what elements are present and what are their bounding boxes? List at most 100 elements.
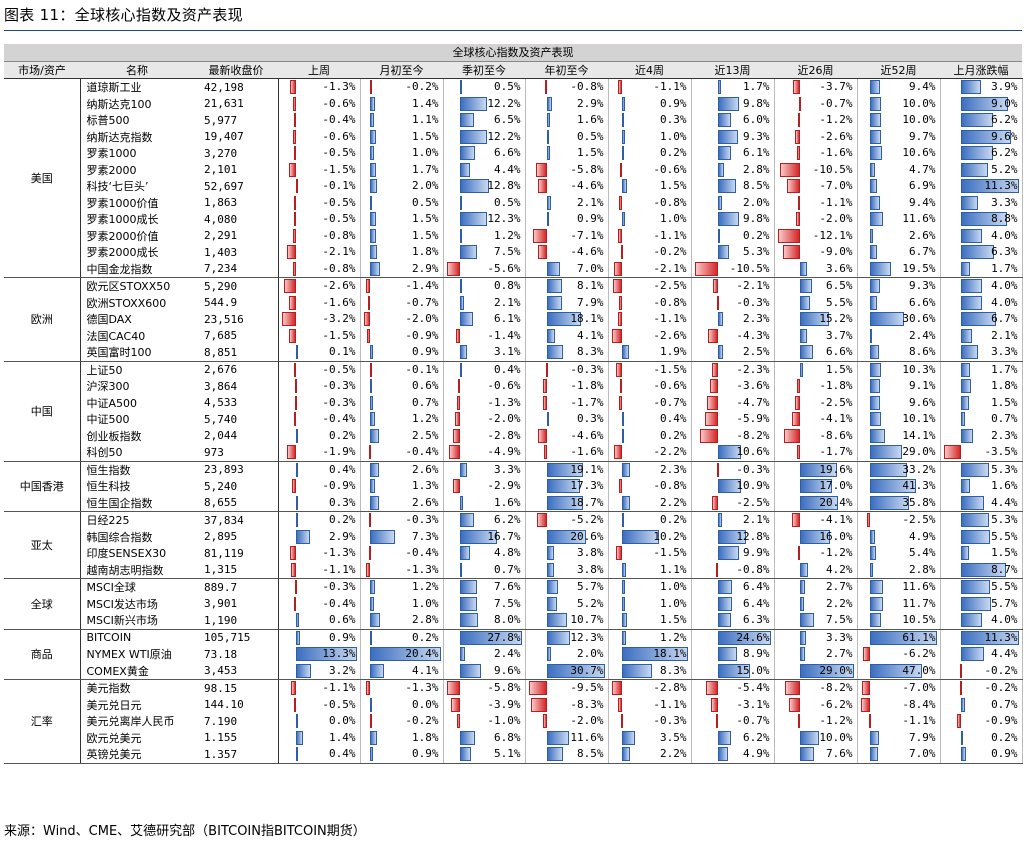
value-label: 12.8% xyxy=(736,529,770,543)
performance-cell: -0.6% xyxy=(278,128,361,145)
positive-bar xyxy=(717,345,723,359)
table-row: 中证500 5,740 -0.4% 1.2% -2.0% 0.3% 0.4% -5.9% -4.… xyxy=(4,411,1023,428)
performance-cell: 7.0% xyxy=(525,260,609,278)
asset-name: 中证A500 xyxy=(86,396,138,410)
performance-cell: -1.1% xyxy=(608,696,692,713)
market-label: 全球 xyxy=(4,578,81,630)
value-label: 2.6% xyxy=(412,495,439,509)
positive-bar xyxy=(800,730,819,745)
value-label: 10.9% xyxy=(736,479,770,492)
negative-bar xyxy=(716,462,719,477)
value-label: -8.2% xyxy=(819,681,853,694)
value-label: 19.6% xyxy=(819,462,853,476)
performance-cell: -1.3% xyxy=(443,394,526,411)
positive-bar xyxy=(546,613,568,627)
value-label: 10.0% xyxy=(819,730,853,744)
positive-bar xyxy=(459,228,463,243)
negative-bar xyxy=(537,428,547,443)
value-label: 4.8% xyxy=(494,546,521,559)
negative-bar xyxy=(365,681,371,695)
value-label: 1.5% xyxy=(991,546,1018,559)
performance-cell: 20.6% xyxy=(525,528,609,545)
positive-bar xyxy=(546,129,549,144)
performance-cell: 1.9% xyxy=(608,344,692,362)
performance-cell: 1.7% xyxy=(940,260,1023,278)
negative-bar xyxy=(293,212,297,226)
asset-name: NYMEX WTI原油 xyxy=(86,648,172,662)
value-label: -2.3% xyxy=(736,362,770,376)
value-label: 6.2% xyxy=(991,113,1018,126)
positive-bar xyxy=(459,129,488,144)
asset-name: 英镑兑美元 xyxy=(80,746,194,764)
value-label: 1.5% xyxy=(991,395,1018,409)
value-label: 0.9% xyxy=(329,630,356,644)
negative-bar xyxy=(868,714,871,728)
value-label: 2.1% xyxy=(991,328,1018,342)
value-label: 5.1% xyxy=(494,747,521,760)
value-label: 9.0% xyxy=(991,96,1018,110)
performance-cell: 11.3% xyxy=(940,629,1023,646)
positive-bar xyxy=(717,580,732,594)
positive-bar xyxy=(800,562,809,577)
value-label: 0.8% xyxy=(494,279,521,292)
positive-bar xyxy=(459,747,472,761)
performance-cell: -1.2% xyxy=(774,545,858,562)
value-label: -1.3% xyxy=(322,80,356,93)
value-label: -0.7% xyxy=(819,96,853,110)
positive-bar xyxy=(717,113,731,127)
market-label: 商品 xyxy=(4,629,81,680)
positive-bar xyxy=(717,513,723,527)
performance-cell: 3.3% xyxy=(774,629,858,646)
positive-bar xyxy=(717,529,746,544)
negative-bar xyxy=(293,362,297,377)
positive-bar xyxy=(961,529,990,544)
performance-cell: 10.2% xyxy=(608,528,692,545)
value-label: -0.4% xyxy=(405,445,439,458)
value-label: 4.1% xyxy=(412,663,439,677)
value-label: -0.2% xyxy=(984,663,1018,677)
latest-price: 5,240 xyxy=(194,478,279,495)
table-row: 罗素2000成长 1,403 -2.1% 1.8% 7.5% -4.6% -0.2% 5.3%… xyxy=(4,244,1023,261)
performance-cell: -0.9% xyxy=(278,478,361,495)
asset-name: 罗素2000价值 xyxy=(86,229,159,243)
value-label: 20.4% xyxy=(405,647,439,660)
performance-cell: 0.9% xyxy=(525,211,609,228)
positive-bar xyxy=(961,279,982,293)
performance-cell: -0.3% xyxy=(278,394,361,411)
table-row: 越南胡志明指数 1,315 -1.1% -1.3% 0.7% 3.8% 1.1% -0.8% 4… xyxy=(4,561,1023,579)
positive-bar xyxy=(621,495,630,510)
value-label: 2.5% xyxy=(743,345,770,358)
value-label: 9.9% xyxy=(743,546,770,559)
performance-cell: 5.2% xyxy=(940,161,1023,178)
negative-bar xyxy=(618,479,622,493)
asset-name: 沪深300 xyxy=(86,380,130,394)
performance-cell: 18.1% xyxy=(608,646,692,663)
value-label: 9.7% xyxy=(909,129,936,143)
performance-cell: 2.7% xyxy=(774,578,858,596)
performance-cell: 1.1% xyxy=(360,112,444,129)
table-row: 商品 BITCOIN 105,715 0.9% 0.2% 27.8% 12.3% 1.2% 24… xyxy=(4,629,1023,680)
performance-cell: -1.3% xyxy=(278,78,361,96)
performance-cell: -0.3% xyxy=(525,361,609,378)
value-label: -0.6% xyxy=(487,379,521,392)
value-label: 17.0% xyxy=(819,479,853,492)
table-row: 德国DAX 23,516 -3.2% -2.0% 6.1% 18.1% -1.1% 2.3% 1… xyxy=(4,311,1023,328)
value-label: -2.0% xyxy=(570,714,604,727)
performance-cell: 15.2% xyxy=(774,311,858,328)
negative-bar xyxy=(365,562,371,577)
table-row: 亚太 日经225 37,834 0.2% -0.3% 6.2% -5.2% 0.2% 2.1% -… xyxy=(4,511,1023,579)
performance-cell: -8.6% xyxy=(774,427,858,444)
performance-cell: 0.9% xyxy=(360,746,444,764)
performance-cell: 2.0% xyxy=(525,646,609,663)
performance-cell: 1.8% xyxy=(360,244,444,261)
positive-bar xyxy=(961,630,1020,645)
performance-cell: -4.1% xyxy=(774,511,858,529)
negative-bar xyxy=(292,479,297,493)
asset-name: MSCI新兴市场 xyxy=(80,612,194,630)
value-label: 6.2% xyxy=(991,146,1018,159)
positive-bar xyxy=(869,261,892,276)
value-label: 10.5% xyxy=(902,613,936,626)
value-label: -0.3% xyxy=(322,395,356,409)
negative-bar xyxy=(369,714,372,728)
column-header: 近4周 xyxy=(608,61,691,79)
